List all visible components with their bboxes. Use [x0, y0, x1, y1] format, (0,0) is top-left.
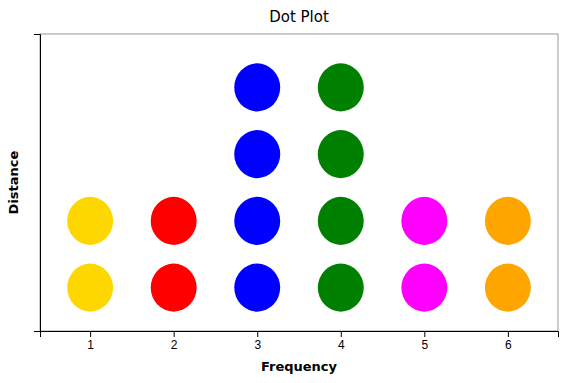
dot	[234, 63, 280, 111]
plot: 1 2 3 4 5 6	[34, 34, 559, 352]
x-tick-label: 6	[505, 338, 512, 352]
dot	[151, 264, 197, 312]
dot	[401, 264, 447, 312]
x-tick-mark	[90, 331, 91, 337]
x-tick-mark	[341, 331, 342, 337]
plot-frame	[40, 34, 558, 331]
dot	[67, 264, 113, 312]
dot	[234, 197, 280, 245]
y-axis-line	[34, 35, 41, 332]
x-tick-label: 2	[171, 338, 178, 352]
dot	[318, 197, 364, 245]
dot	[318, 264, 364, 312]
dot	[234, 264, 280, 312]
title: Dot Plot	[269, 8, 329, 26]
dot	[234, 130, 280, 178]
dot	[318, 130, 364, 178]
x-tick-label: 3	[254, 338, 261, 352]
x-tick-mark	[508, 331, 509, 337]
x-axis-title: Frequency	[261, 359, 338, 374]
x-tick: 2	[171, 331, 178, 352]
y-axis	[34, 35, 41, 332]
x-tick: 1	[87, 331, 94, 352]
dot	[485, 197, 531, 245]
x-tick-label: 1	[87, 338, 94, 352]
dot	[485, 264, 531, 312]
y-axis-title: Distance	[6, 150, 21, 214]
chart: 1 2 3 4 5 6 Dot Plot Frequency Distance	[0, 0, 574, 383]
x-tick: 6	[505, 331, 512, 352]
x-tick: 3	[254, 331, 261, 352]
x-tick-mark	[257, 331, 258, 337]
dots	[67, 63, 531, 311]
x-tick: 4	[338, 331, 345, 352]
x-tick: 5	[421, 331, 428, 352]
dot	[401, 197, 447, 245]
x-tick-label: 4	[338, 338, 345, 352]
x-tick-label: 5	[421, 338, 428, 352]
x-axis-line	[41, 332, 559, 338]
dot	[67, 197, 113, 245]
x-axis: 1 2 3 4 5 6	[41, 331, 559, 352]
dot	[318, 63, 364, 111]
x-tick-mark	[424, 331, 425, 337]
dot	[151, 197, 197, 245]
x-tick-mark	[174, 331, 175, 337]
